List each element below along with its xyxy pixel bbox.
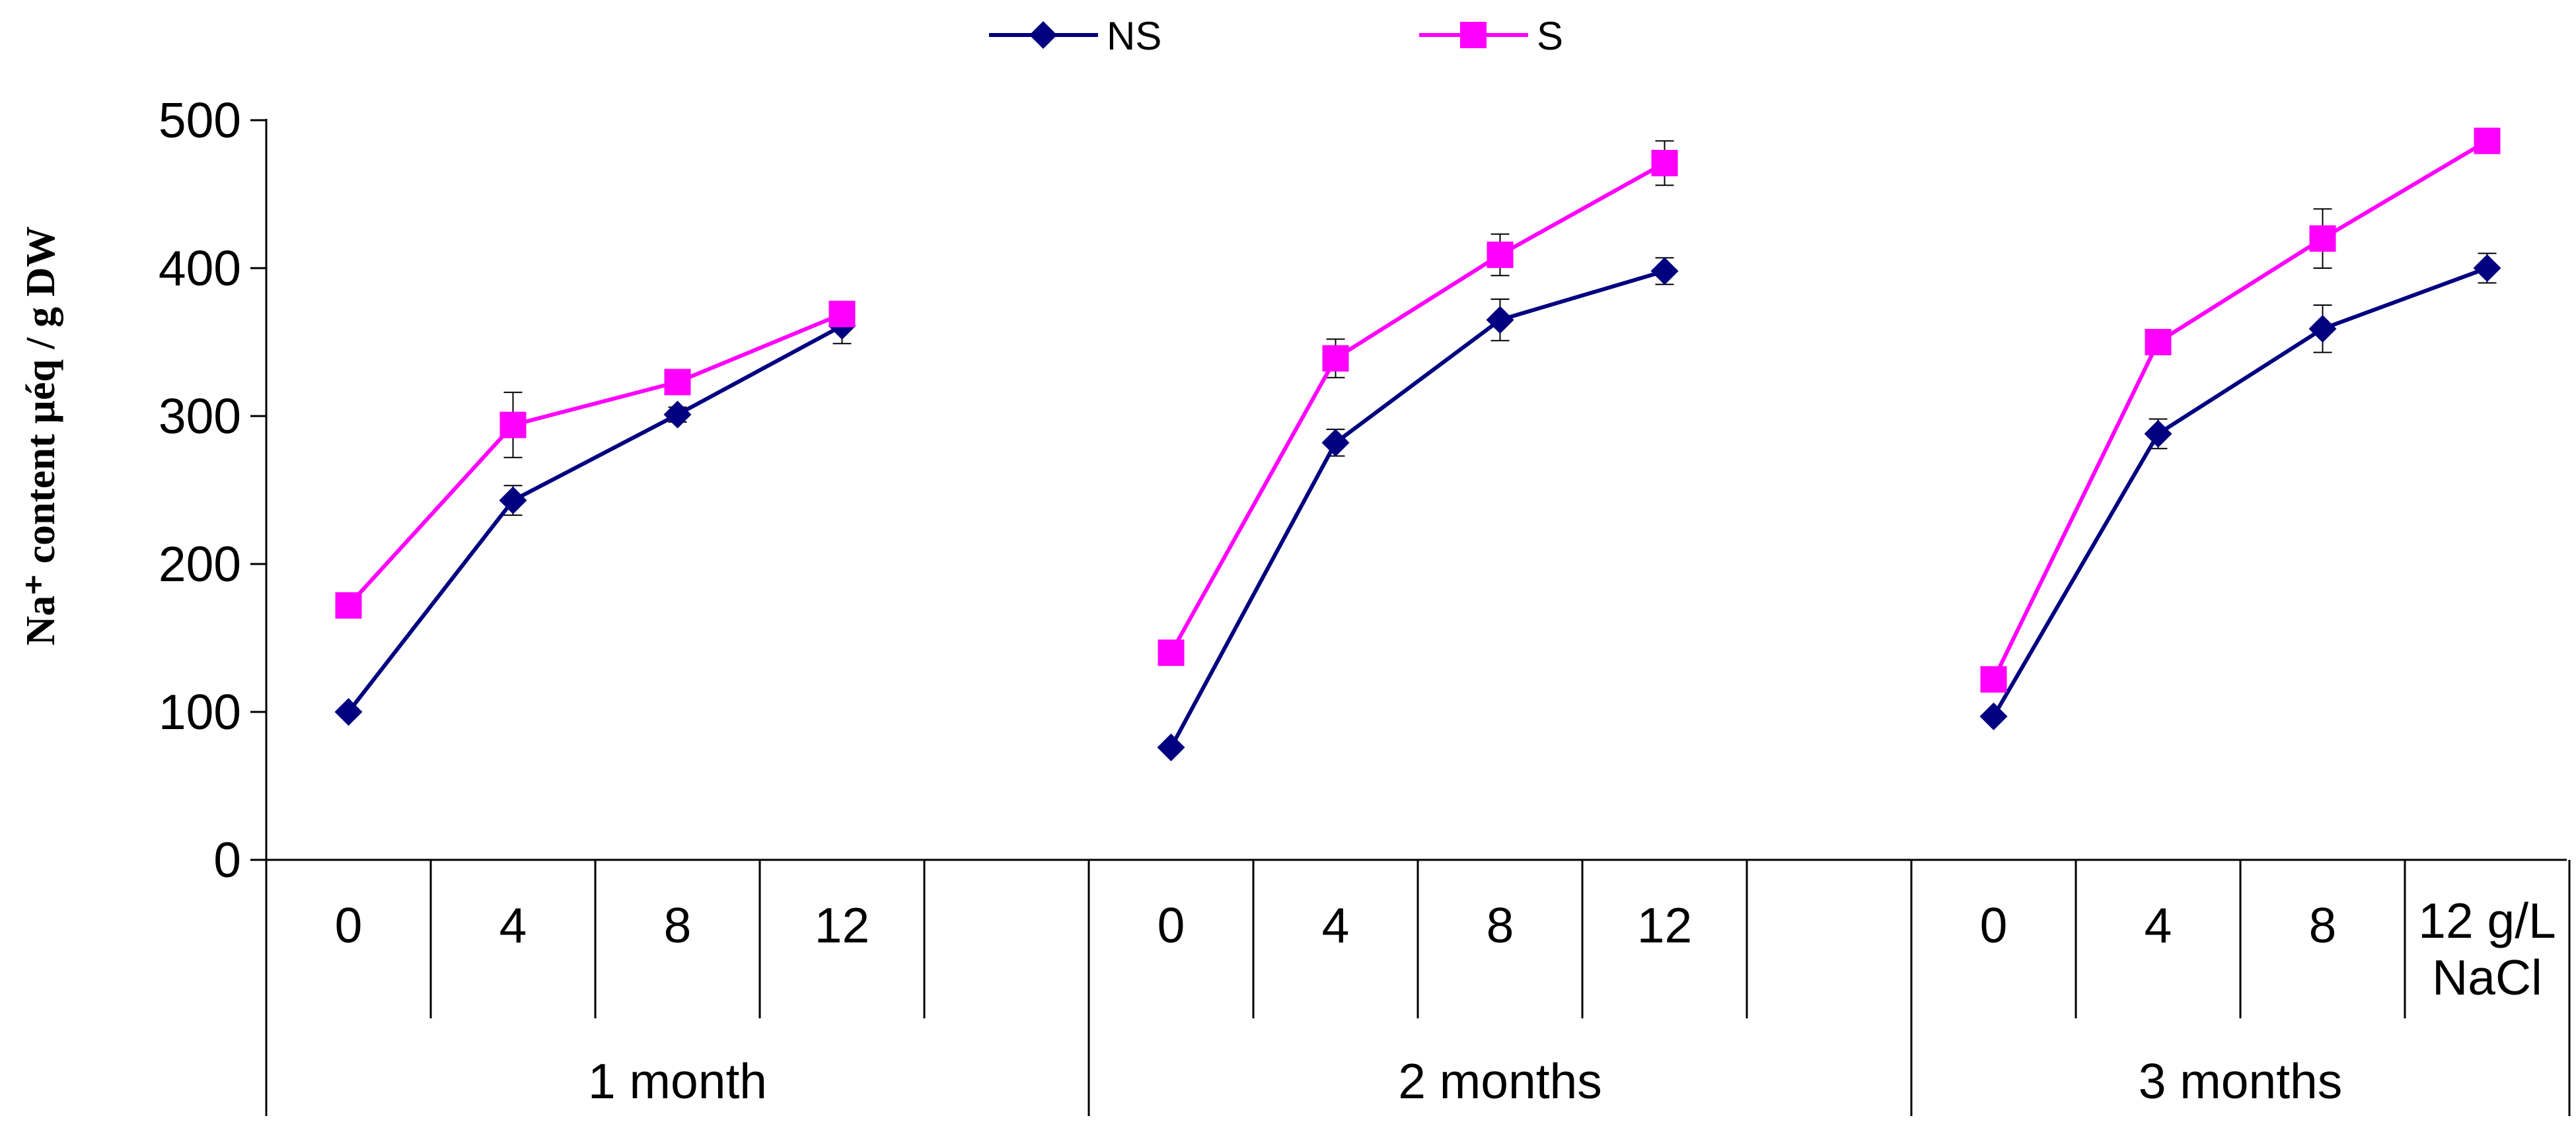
x-group-label: 2 months: [1398, 1053, 1602, 1109]
legend-label-ns: NS: [1107, 14, 1161, 58]
x-category-label: 12: [815, 897, 869, 953]
x-category-label: 4: [2145, 897, 2172, 953]
y-tick-label: 500: [159, 92, 241, 148]
legend-marker-ns: [1029, 21, 1057, 49]
series-line-s: [1169, 161, 1666, 654]
data-point-s: [1651, 149, 1678, 176]
data-point-s: [499, 411, 527, 439]
data-point-s: [664, 369, 691, 396]
series-lines: [347, 139, 2489, 749]
data-point-ns: [334, 698, 363, 726]
y-axis-label: Na⁺ content µéq / g DW: [18, 226, 63, 645]
data-point-s: [2309, 225, 2336, 252]
data-point-ns: [2144, 419, 2172, 448]
data-point-s: [2145, 329, 2172, 355]
legend-marker-s: [1460, 22, 1487, 48]
x-category-label: 0: [1980, 897, 2008, 953]
x-category-label: 8: [1487, 897, 1514, 953]
data-point-s: [335, 592, 362, 619]
data-point-ns: [499, 486, 527, 514]
y-tick-label: 400: [159, 240, 241, 296]
series-line-s: [347, 312, 843, 607]
data-point-ns: [1650, 257, 1679, 285]
data-point-ns: [1486, 306, 1514, 334]
legend: NS S: [989, 14, 1563, 58]
x-category-label: 0: [1158, 897, 1185, 953]
data-point-s: [2474, 127, 2501, 155]
series-markers: [334, 127, 2501, 761]
series-line-ns: [1169, 269, 1666, 749]
data-point-s: [1487, 241, 1514, 268]
data-point-ns: [1321, 429, 1350, 457]
y-tick-label: 100: [159, 684, 241, 740]
series-line-ns: [1991, 266, 2488, 718]
x-category-label: 12 g/L NaCl: [2418, 893, 2556, 1005]
x-axis: 0 4 8 12 1 month 0 4 8 12 2 months 0 4 8 12 g/L NaCl 3 …: [265, 859, 2571, 1116]
x-category-label: 4: [1322, 897, 1350, 953]
data-point-ns: [1979, 702, 2008, 730]
data-point-ns: [1157, 733, 1185, 761]
data-point-s: [1322, 345, 1349, 372]
y-tick-label: 300: [159, 388, 241, 444]
data-point-ns: [2473, 254, 2501, 282]
series-line-ns: [347, 324, 843, 713]
data-point-s: [1980, 666, 2007, 693]
x-category-label: 8: [664, 897, 692, 953]
data-point-s: [828, 300, 856, 328]
x-group-label: 3 months: [2139, 1053, 2343, 1109]
x-category-label: 12: [1637, 897, 1692, 953]
data-point-ns: [663, 400, 692, 429]
series-line-s: [1991, 139, 2489, 681]
x-category-label: 0: [335, 897, 363, 953]
x-group-label: 1 month: [588, 1053, 767, 1109]
legend-label-s: S: [1537, 14, 1563, 58]
x-category-label: 4: [499, 897, 527, 953]
data-point-s: [1158, 639, 1185, 666]
data-point-ns: [2308, 314, 2337, 343]
y-tick-label: 200: [159, 536, 241, 592]
x-category-label: 8: [2309, 897, 2337, 953]
y-axis: 0 100 200 300 400 500: [159, 92, 268, 888]
y-tick-label: 0: [213, 832, 241, 888]
